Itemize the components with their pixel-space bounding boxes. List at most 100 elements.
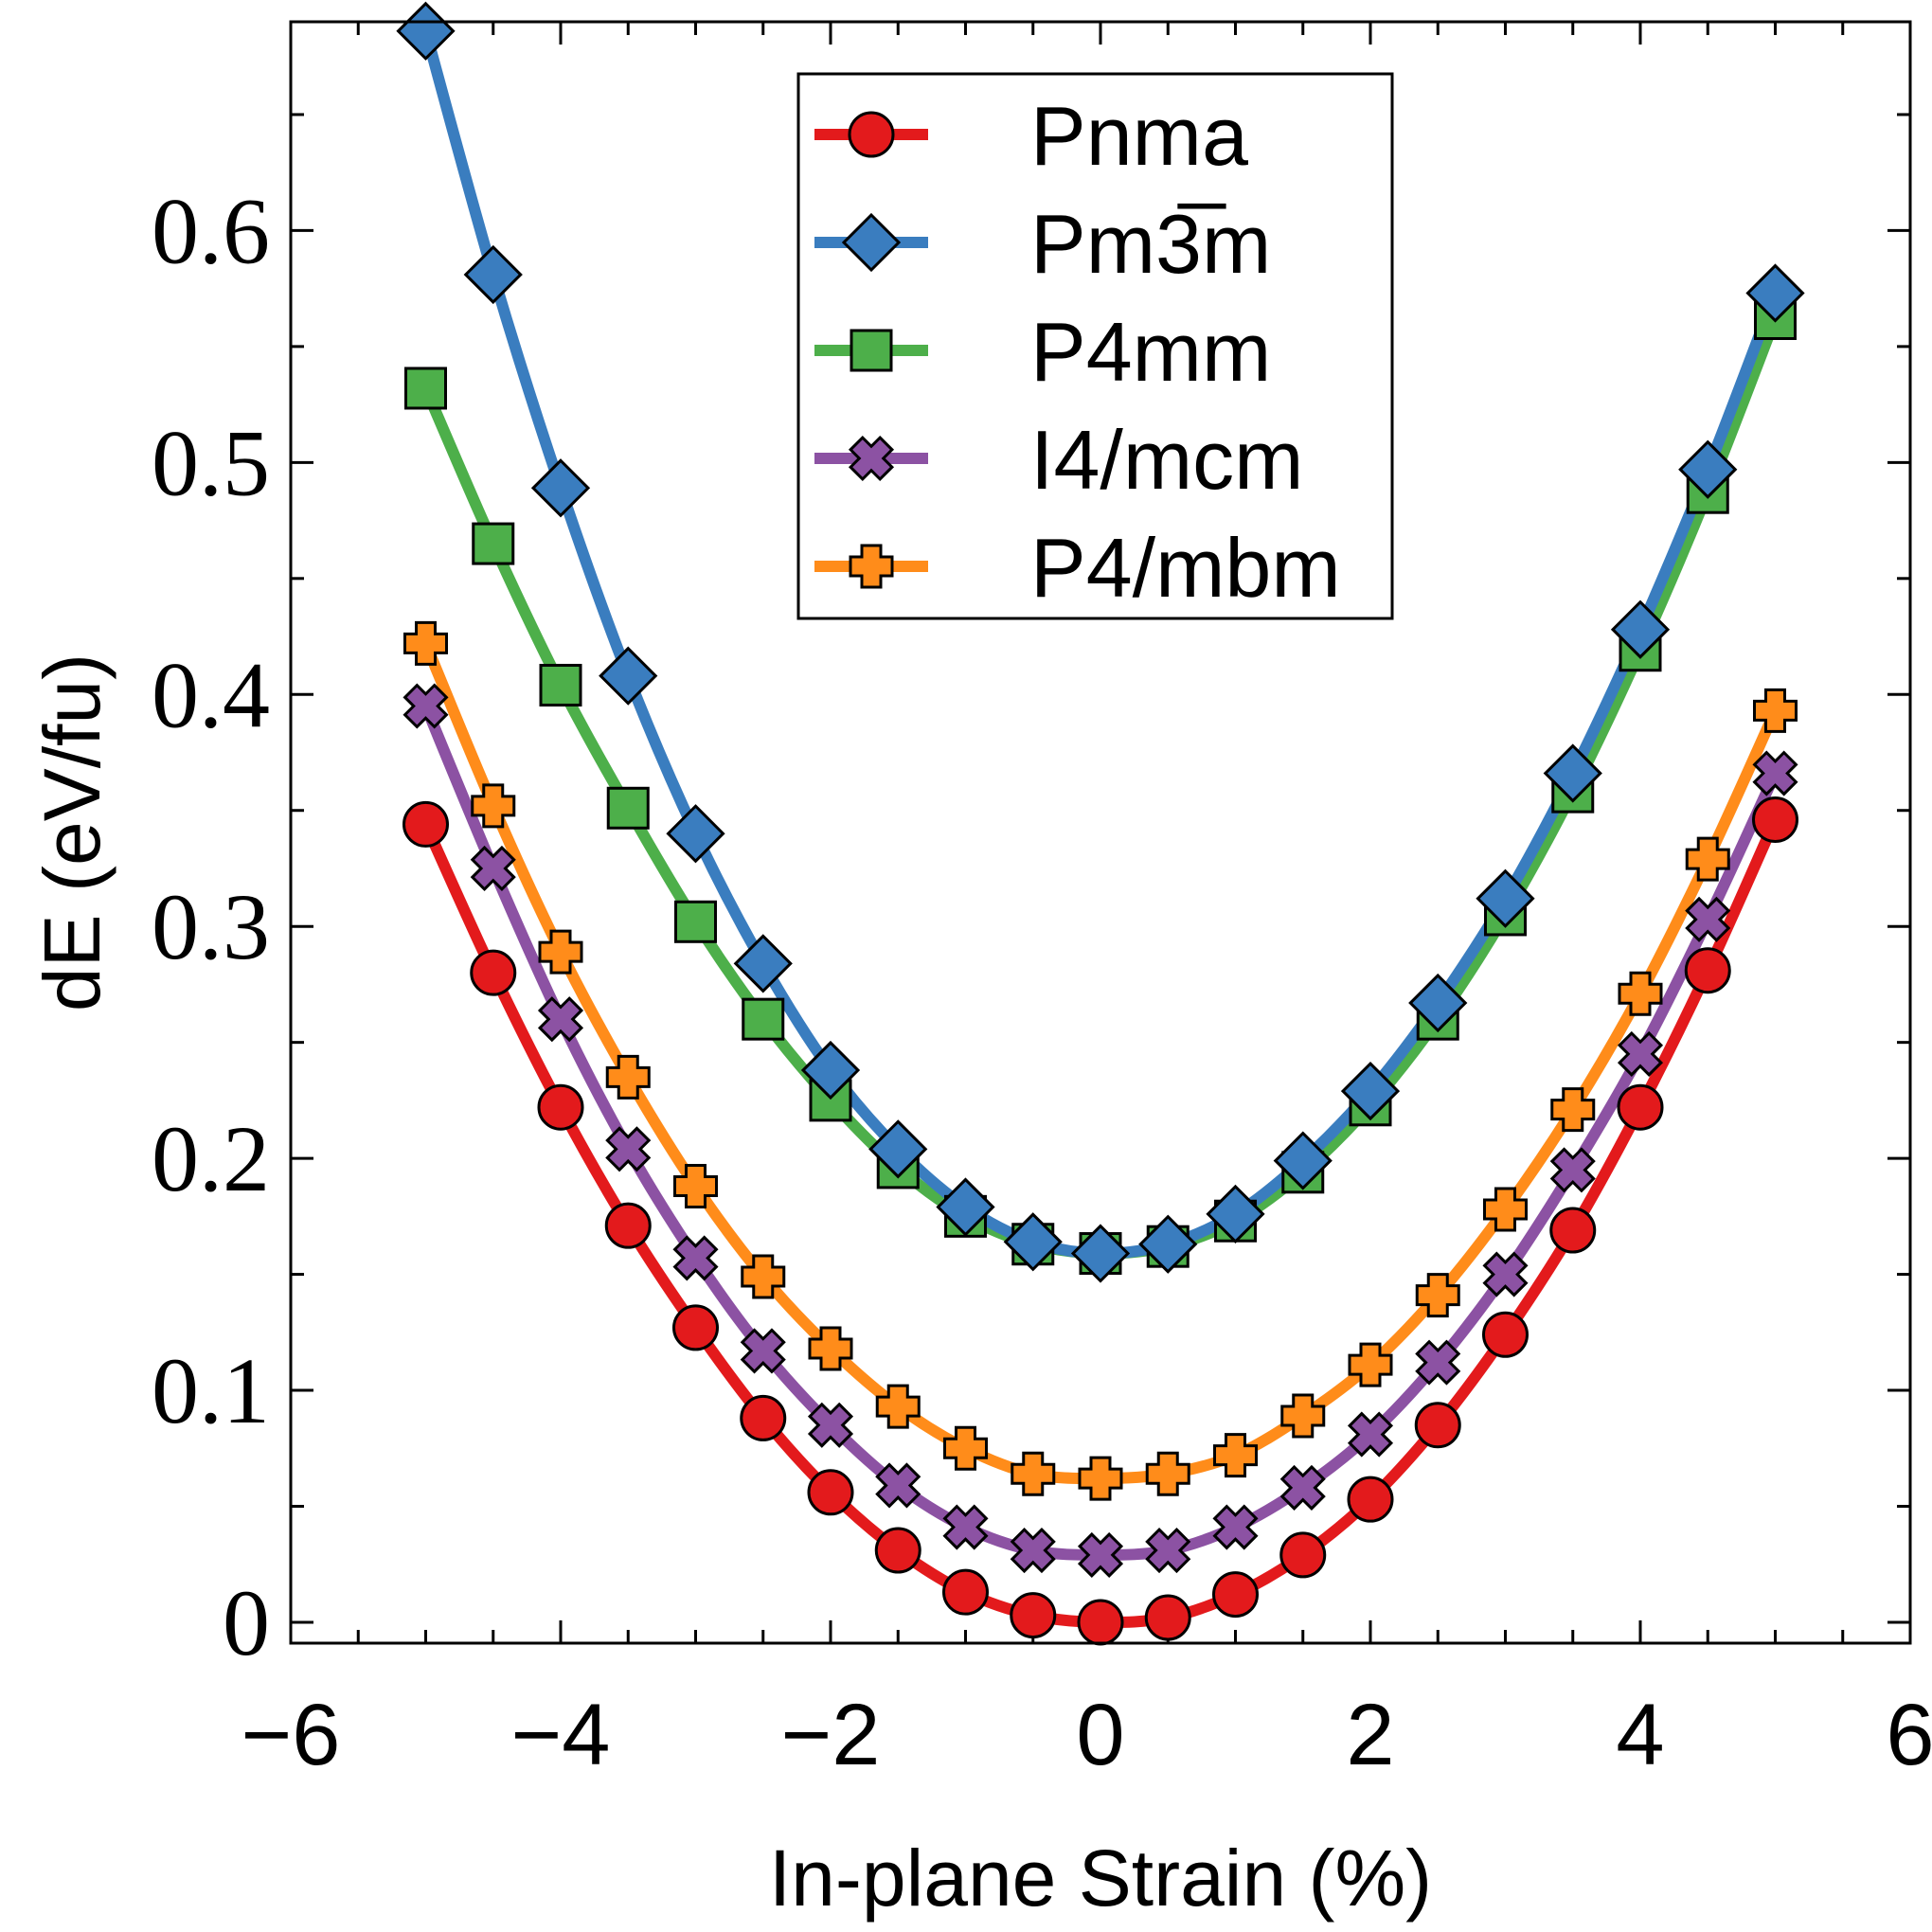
data-point xyxy=(472,522,515,565)
legend-marker xyxy=(841,212,902,273)
data-point xyxy=(1340,1061,1401,1121)
y-tick-label: 0.3 xyxy=(152,874,270,979)
data-point xyxy=(463,244,523,305)
data-point xyxy=(530,458,591,518)
y-tick-label: 0.5 xyxy=(152,410,270,515)
data-point xyxy=(1415,1339,1461,1386)
data-point xyxy=(741,1254,786,1299)
y-tick-label: 0.1 xyxy=(152,1338,270,1443)
data-point xyxy=(733,934,793,993)
data-point xyxy=(807,1469,854,1516)
data-point xyxy=(1279,1464,1326,1511)
data-point xyxy=(1415,1273,1460,1318)
series-markers-pm3-m xyxy=(396,1,1805,1283)
data-point xyxy=(538,929,583,975)
data-point xyxy=(1549,1207,1597,1254)
data-point xyxy=(1752,750,1798,796)
data-point xyxy=(1684,947,1731,994)
data-point xyxy=(673,1164,718,1209)
x-tick-label: 0 xyxy=(1076,1687,1124,1783)
data-point xyxy=(875,1384,921,1429)
data-point xyxy=(1010,1592,1057,1639)
data-point xyxy=(807,1402,854,1448)
data-point xyxy=(1476,868,1535,928)
data-point xyxy=(1078,1456,1123,1501)
legend-entry: Pm3̅m xyxy=(814,197,1271,291)
data-point xyxy=(800,1040,861,1100)
data-point xyxy=(1206,1184,1265,1244)
data-point xyxy=(1212,1504,1259,1550)
data-point xyxy=(1408,973,1468,1033)
legend-entry: I4/mcm xyxy=(814,413,1303,507)
legend-entry: P4/mbm xyxy=(814,521,1341,615)
legend-marker xyxy=(848,435,895,482)
data-point xyxy=(1077,1531,1124,1578)
data-point xyxy=(1550,1087,1596,1133)
data-point xyxy=(1213,1433,1258,1478)
data-point xyxy=(1745,263,1805,323)
data-point xyxy=(402,800,449,848)
x-axis-title: In-plane Strain (%) xyxy=(769,1834,1432,1923)
y-tick-label: 0.4 xyxy=(152,642,270,747)
data-point xyxy=(672,1235,719,1281)
x-tick-labels: −6 −4 −2 0 2 4 6 xyxy=(242,1687,1932,1783)
data-point xyxy=(875,1462,921,1509)
data-point xyxy=(599,646,658,706)
data-point xyxy=(742,997,785,1041)
data-point xyxy=(808,1326,853,1371)
data-point xyxy=(740,1328,786,1374)
axis-ticks xyxy=(289,22,1912,1643)
data-point xyxy=(1348,1342,1393,1387)
data-point xyxy=(1279,1531,1327,1579)
data-point xyxy=(1753,688,1798,733)
data-point xyxy=(605,1126,652,1172)
legend-marker xyxy=(849,544,894,589)
data-point xyxy=(1011,1451,1056,1496)
x-tick-label: 6 xyxy=(1886,1687,1932,1783)
x-tick-label: −2 xyxy=(781,1687,881,1783)
data-point xyxy=(537,1083,584,1131)
data-point xyxy=(1482,1311,1529,1358)
y-tick-label: 0.6 xyxy=(152,178,270,283)
x-tick-label: −6 xyxy=(242,1687,341,1783)
data-point xyxy=(868,1119,928,1179)
data-point xyxy=(1138,1214,1198,1274)
data-point xyxy=(674,900,717,943)
legend-marker xyxy=(850,329,893,372)
data-point xyxy=(1685,836,1730,882)
legend-marker xyxy=(848,111,895,158)
data-point xyxy=(403,620,448,666)
y-axis-title: dE (eV/fu) xyxy=(27,653,116,1011)
data-point xyxy=(943,1425,988,1471)
data-point xyxy=(605,1054,651,1100)
data-point xyxy=(672,1304,719,1351)
data-point xyxy=(1483,1187,1528,1232)
data-point xyxy=(1610,599,1671,659)
data-point xyxy=(404,367,447,410)
data-point xyxy=(1752,796,1798,844)
legend-label: I4/mcm xyxy=(1030,413,1303,507)
x-tick-label: 4 xyxy=(1616,1687,1664,1783)
data-point xyxy=(1618,971,1663,1016)
data-point xyxy=(1414,1402,1461,1449)
legend-label: P4mm xyxy=(1030,305,1271,399)
data-point xyxy=(1543,743,1602,803)
data-point xyxy=(604,1202,652,1249)
data-point xyxy=(1144,1594,1191,1641)
x-tick-label: −4 xyxy=(511,1687,611,1783)
data-point xyxy=(606,786,650,830)
y-tick-label: 0.2 xyxy=(152,1106,270,1211)
legend-label: Pnma xyxy=(1030,89,1248,183)
y-tick-label: 0 xyxy=(223,1570,270,1675)
data-point xyxy=(1145,1451,1190,1496)
data-point xyxy=(1070,1224,1131,1283)
data-point xyxy=(1685,896,1731,942)
data-point xyxy=(1273,1131,1333,1190)
data-point xyxy=(1617,1030,1664,1077)
data-point xyxy=(402,683,449,729)
data-point xyxy=(1010,1527,1056,1574)
legend: Pnma Pm3̅m P4mm I4/mcm P4/mbm xyxy=(796,72,1394,620)
y-tick-labels: 0 0.1 0.2 0.3 0.4 0.5 0.6 xyxy=(152,178,270,1675)
x-tick-label: 2 xyxy=(1346,1687,1394,1783)
data-point xyxy=(1549,1147,1596,1193)
